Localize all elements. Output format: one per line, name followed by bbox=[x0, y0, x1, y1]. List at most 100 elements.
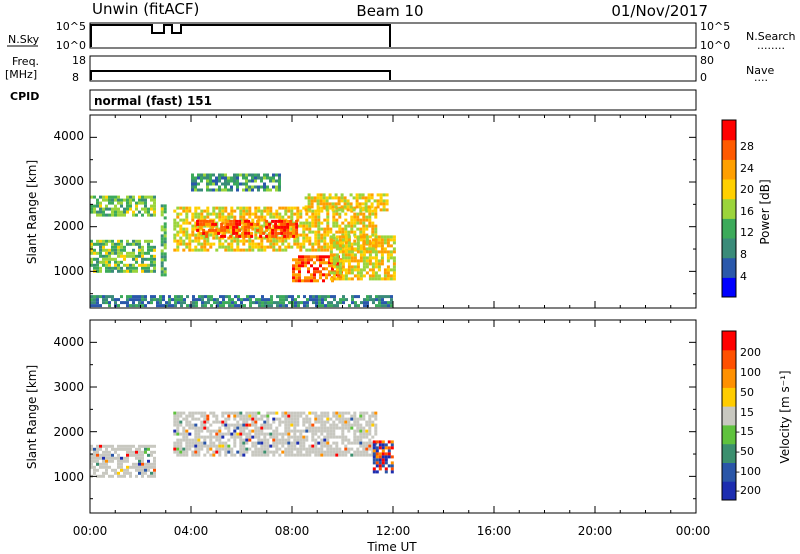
data-cell bbox=[114, 456, 117, 460]
data-cell bbox=[147, 213, 150, 217]
data-cell bbox=[153, 195, 156, 199]
data-cell bbox=[93, 459, 96, 463]
data-cell bbox=[304, 261, 307, 265]
data-cell bbox=[299, 248, 303, 252]
data-cell bbox=[227, 236, 231, 240]
data-cell bbox=[209, 453, 213, 457]
data-cell bbox=[254, 185, 257, 189]
data-cell bbox=[209, 182, 212, 186]
data-cell bbox=[326, 447, 330, 451]
data-cell bbox=[251, 423, 255, 427]
data-cell bbox=[233, 411, 237, 415]
data-cell bbox=[242, 212, 246, 216]
data-cell bbox=[218, 218, 222, 222]
data-cell bbox=[251, 441, 255, 445]
data-cell bbox=[239, 450, 243, 454]
data-cell bbox=[150, 198, 153, 202]
data-cell bbox=[206, 429, 210, 433]
data-cell bbox=[203, 435, 207, 439]
data-cell bbox=[114, 210, 117, 214]
data-cell bbox=[141, 462, 144, 466]
data-cell bbox=[93, 295, 96, 299]
data-cell bbox=[245, 182, 248, 186]
data-cell bbox=[269, 179, 272, 183]
data-cell bbox=[141, 213, 144, 217]
data-cell bbox=[228, 301, 231, 305]
data-cell bbox=[386, 271, 390, 275]
data-cell bbox=[384, 452, 388, 456]
data-cell bbox=[156, 304, 159, 308]
data-cell bbox=[185, 414, 189, 418]
data-cell bbox=[260, 245, 264, 249]
data-cell bbox=[239, 438, 243, 442]
data-cell bbox=[135, 456, 138, 460]
data-cell bbox=[135, 242, 138, 246]
data-cell bbox=[257, 432, 261, 436]
data-cell bbox=[335, 423, 339, 427]
data-cell bbox=[165, 301, 168, 305]
data-cell bbox=[224, 215, 228, 219]
data-cell bbox=[335, 411, 339, 415]
data-cell bbox=[296, 441, 300, 445]
data-cell bbox=[215, 179, 218, 183]
data-cell bbox=[314, 224, 318, 228]
noise-left-label: N.Sky bbox=[8, 33, 40, 46]
data-cell bbox=[173, 209, 177, 213]
data-cell bbox=[233, 423, 237, 427]
data-cell bbox=[129, 465, 132, 469]
data-cell bbox=[296, 239, 300, 243]
data-cell bbox=[359, 250, 363, 254]
data-cell bbox=[341, 242, 345, 246]
data-cell bbox=[236, 432, 240, 436]
data-cell bbox=[224, 453, 228, 457]
data-cell bbox=[353, 438, 357, 442]
data-cell bbox=[248, 438, 252, 442]
data-cell bbox=[304, 196, 308, 200]
data-cell bbox=[126, 266, 129, 270]
data-cell bbox=[290, 453, 294, 457]
data-cell bbox=[296, 453, 300, 457]
data-cell bbox=[317, 426, 321, 430]
data-cell bbox=[153, 474, 156, 478]
data-cell bbox=[314, 215, 318, 219]
data-cell bbox=[114, 245, 117, 249]
data-cell bbox=[326, 420, 330, 424]
data-cell bbox=[117, 245, 120, 249]
data-cell bbox=[96, 198, 99, 202]
data-cell bbox=[341, 230, 345, 234]
data-cell bbox=[132, 198, 135, 202]
data-cell bbox=[238, 234, 242, 238]
data-cell bbox=[356, 438, 360, 442]
data-cell bbox=[238, 222, 242, 226]
data-cell bbox=[234, 295, 237, 299]
data-cell bbox=[96, 304, 99, 308]
data-cell bbox=[245, 179, 248, 183]
data-cell bbox=[380, 262, 384, 266]
data-cell bbox=[147, 462, 150, 466]
data-cell bbox=[374, 432, 378, 436]
data-cell bbox=[347, 235, 351, 239]
data-cell bbox=[323, 230, 327, 234]
data-cell bbox=[176, 221, 180, 225]
data-cell bbox=[266, 444, 270, 448]
data-cell bbox=[176, 414, 180, 418]
data-cell bbox=[371, 247, 375, 251]
data-cell bbox=[182, 450, 186, 454]
data-cell bbox=[347, 271, 351, 275]
data-cell bbox=[329, 444, 333, 448]
data-cell bbox=[290, 447, 294, 451]
data-cell bbox=[293, 426, 297, 430]
data-cell bbox=[138, 242, 141, 246]
data-cell bbox=[272, 215, 276, 219]
data-cell bbox=[179, 441, 183, 445]
data-cell bbox=[344, 426, 348, 430]
data-cell bbox=[194, 441, 198, 445]
data-cell bbox=[308, 215, 312, 219]
data-cell bbox=[383, 247, 387, 251]
data-cell bbox=[279, 298, 282, 302]
data-cell bbox=[370, 205, 374, 209]
data-cell bbox=[275, 242, 279, 246]
data-cell bbox=[275, 450, 279, 454]
data-cell bbox=[353, 256, 357, 260]
data-cell bbox=[305, 435, 309, 439]
